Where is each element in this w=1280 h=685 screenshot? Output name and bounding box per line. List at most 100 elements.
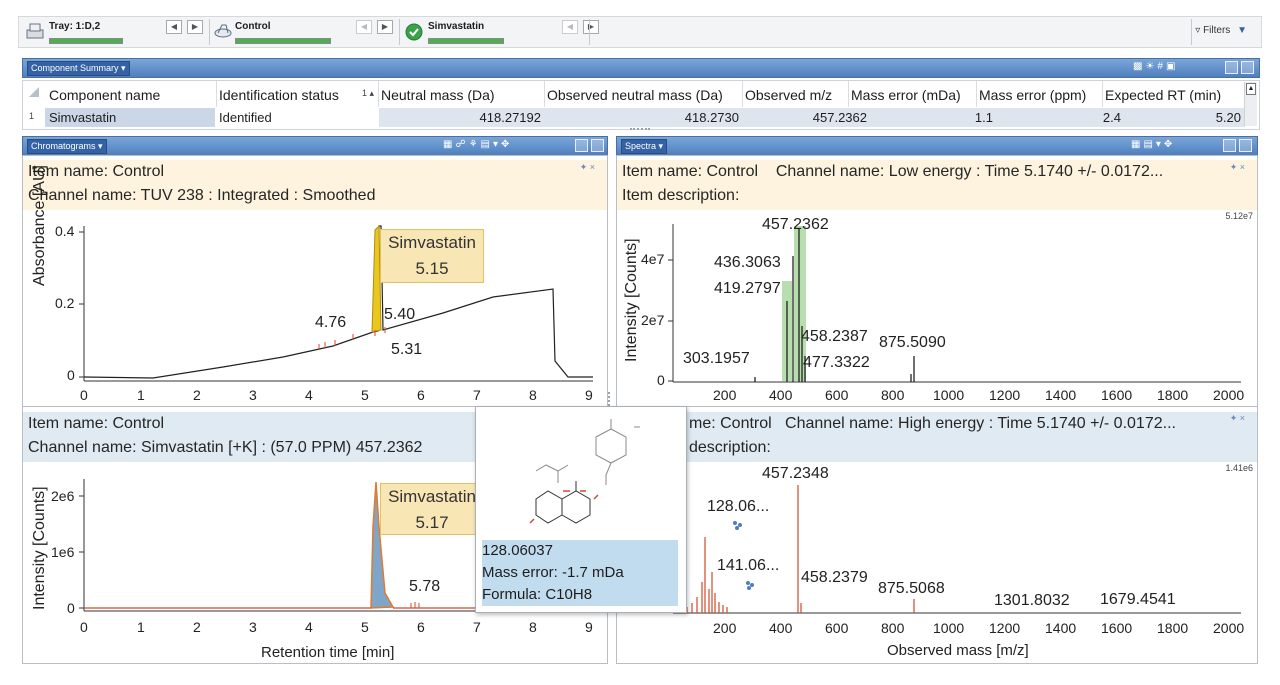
chevron-down-icon: ▼ — [1237, 25, 1247, 36]
table-row[interactable]: Simvastatin Identified 418.27192 418.273… — [45, 108, 1245, 127]
summary-toolbar-icons[interactable]: ▩☀#▣ — [1133, 61, 1179, 72]
minimize-button[interactable] — [1225, 61, 1238, 74]
x-tick: 1600 — [1101, 620, 1133, 636]
y-tick: 0.4 — [55, 223, 75, 239]
minimize-button[interactable] — [1223, 139, 1236, 152]
x-tick: 5 — [361, 387, 369, 403]
maximize-button[interactable] — [591, 139, 604, 152]
header-label: Expected RT (min) — [1105, 87, 1222, 103]
spectrum-top-plot — [668, 224, 1241, 383]
pin-icon[interactable]: ✦ × — [1229, 162, 1245, 172]
corner-sort-icon — [29, 87, 39, 97]
tray-selector[interactable]: Tray: 1:D,2 ◀ ▶ — [23, 17, 213, 47]
x-tick: 2000 — [1213, 620, 1245, 636]
cell-observed-neutral-mass: 418.2730 — [684, 110, 739, 125]
tray-progress — [49, 38, 123, 44]
channel-name: Channel name: Simvastatin [+K] : (57.0 P… — [28, 439, 423, 456]
scale-label: 1.41e6 — [1225, 463, 1253, 473]
cell-expected-rt: 5.20 — [1215, 110, 1241, 125]
x-tick: 800 — [881, 387, 905, 403]
x-tick: 2 — [193, 387, 201, 403]
channel-name: Channel name: TUV 238 : Integrated : Smo… — [28, 187, 376, 204]
chromatogram-top-plot — [79, 224, 593, 382]
col-observed-neutral-mass[interactable]: Observed neutral mass (Da) — [543, 81, 743, 107]
tray-label: Tray: 1:D,2 — [49, 21, 101, 32]
x-tick: 600 — [825, 620, 849, 636]
control-prev-button[interactable]: ◀ — [356, 20, 372, 34]
col-mass-error-ppm[interactable]: Mass error (ppm) — [975, 81, 1103, 107]
compound-label: Simvastatin — [428, 21, 485, 32]
control-selector[interactable]: Control ◀ ▶ — [211, 17, 401, 47]
col-observed-mz[interactable]: Observed m/z — [741, 81, 849, 107]
toolbar-divider — [209, 19, 210, 45]
peak-label: 141.06... — [717, 557, 780, 574]
maximize-button[interactable] — [1239, 139, 1252, 152]
tray-prev-button[interactable]: ◀ — [166, 20, 182, 34]
toolbar-divider — [1191, 19, 1192, 45]
col-mass-error-mda[interactable]: Mass error (mDa) — [847, 81, 977, 107]
scroll-up-button[interactable]: ▲ — [1246, 83, 1256, 95]
fragment-info: 128.06037 Mass error: -1.7 mDa Formula: … — [482, 540, 678, 606]
table-scrollbar[interactable]: ▲ — [1244, 82, 1257, 126]
component-summary-title[interactable]: Component Summary ▾ — [27, 61, 130, 76]
x-tick: 4 — [305, 619, 313, 635]
x-tick: 1200 — [989, 620, 1021, 636]
y-tick: 0 — [657, 372, 665, 388]
splitter-handle[interactable] — [608, 392, 616, 406]
row-number: 1 — [29, 111, 35, 121]
x-tick: 1 — [137, 619, 145, 635]
header-label: Observed m/z — [745, 87, 833, 103]
splitter-handle[interactable] — [630, 128, 650, 134]
x-tick: 400 — [769, 387, 793, 403]
peak-label: 875.5068 — [878, 580, 945, 597]
spectrum-bottom-info: me: Control Channel name: High energy : … — [617, 412, 1257, 462]
pin-icon[interactable]: ✦ × — [1229, 413, 1245, 423]
peak-label: 458.2379 — [801, 569, 868, 586]
chromatograms-title[interactable]: Chromatograms ▾ — [27, 139, 107, 154]
minimize-button[interactable] — [575, 139, 588, 152]
item-name: me: Control — [689, 415, 772, 432]
pin-icon[interactable]: ✦ × — [579, 162, 595, 172]
control-next-button[interactable]: ▶ — [377, 20, 393, 34]
y-axis-label: Absorbance [AU] — [31, 165, 48, 286]
chromatogram-toolbar-icons[interactable]: ▦☍⚘▤▾✥ — [443, 139, 513, 150]
spectra-header: Spectra ▾ ▦▤▾✥ — [616, 136, 1258, 156]
maximize-button[interactable] — [1241, 61, 1254, 74]
compound-selector[interactable]: Simvastatin ◀ ▶ — [402, 17, 599, 47]
filters-button[interactable]: ▿ Filters ▼ — [1195, 25, 1247, 36]
col-expected-rt[interactable]: Expected RT (min) — [1101, 81, 1231, 107]
x-tick: 6 — [417, 619, 425, 635]
peak-annotation[interactable]: Simvastatin 5.17 — [380, 483, 484, 535]
compound-next-button[interactable]: ▶ — [583, 20, 599, 34]
col-identification-status[interactable]: Identification status 1 ▴ — [215, 81, 379, 107]
x-tick: 4 — [305, 387, 313, 403]
peak-label: 4.76 — [315, 314, 347, 331]
channel-name-text: Channel name: Low energy : Time 5.1740 +… — [775, 163, 1164, 180]
peak-label: 875.5090 — [879, 334, 946, 351]
fragment-mass-error: Mass error: -1.7 mDa — [482, 564, 624, 581]
x-tick: 1 — [137, 387, 145, 403]
compound-prev-button[interactable]: ◀ — [562, 20, 578, 34]
spectra-toolbar-icons[interactable]: ▦▤▾✥ — [1131, 139, 1176, 150]
y-tick: 0 — [67, 367, 75, 383]
spectra-title[interactable]: Spectra ▾ — [621, 139, 668, 154]
col-component-name[interactable]: Component name — [45, 81, 217, 107]
col-neutral-mass[interactable]: Neutral mass (Da) — [377, 81, 545, 107]
spectrum-top-panel: Item name: Control Channel name: Low ene… — [616, 155, 1258, 407]
x-tick: 200 — [713, 387, 737, 403]
spectrum-top-info: Item name: Control Channel name: Low ene… — [617, 160, 1257, 210]
item-name: Item name: Control — [28, 163, 165, 180]
filters-label: Filters — [1203, 25, 1231, 36]
spectrum-bottom-panel: me: Control Channel name: High energy : … — [616, 406, 1258, 664]
x-tick: 8 — [529, 619, 537, 635]
fragment-structure-diagram — [529, 419, 640, 524]
cell-identification-status: Identified — [215, 108, 379, 127]
x-axis-label: Observed mass [m/z] — [887, 642, 1029, 659]
peak-annotation[interactable]: Simvastatin 5.15 — [380, 229, 484, 283]
tray-next-button[interactable]: ▶ — [187, 20, 203, 34]
peak-label: 128.06... — [707, 498, 770, 515]
x-tick: 9 — [585, 387, 593, 403]
header-label: Component name — [49, 87, 161, 103]
x-tick: 5 — [361, 619, 369, 635]
x-tick: 8 — [529, 387, 537, 403]
